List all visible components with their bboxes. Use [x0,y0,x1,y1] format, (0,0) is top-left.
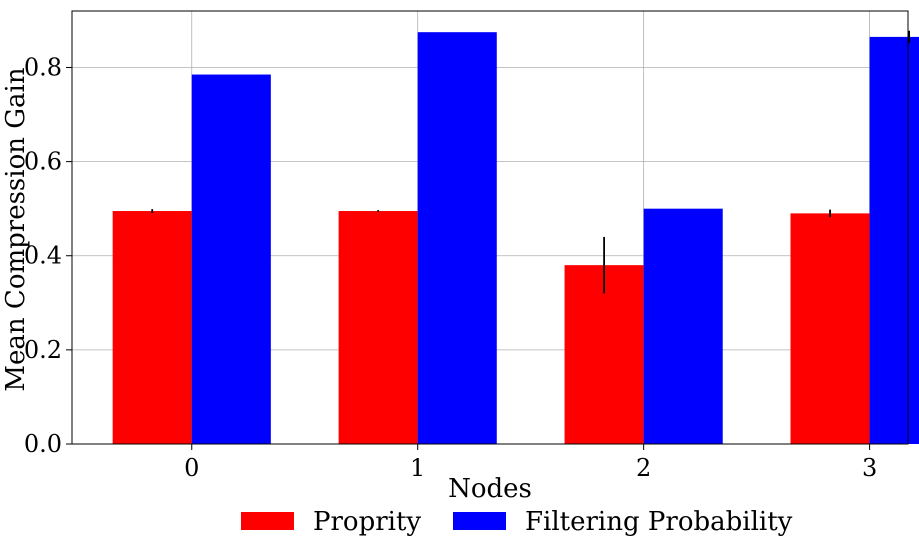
bar [417,32,497,444]
legend-label: Proprity [313,507,421,537]
bars [112,32,919,445]
x-tick-label: 0 [184,454,199,482]
y-tick-label: 0.2 [24,336,62,364]
y-ticks: 0.0 0.2 0.4 0.6 0.8 [24,53,72,458]
y-axis-label: Mean Compression Gain [1,67,31,391]
x-tick-label: 1 [410,454,425,482]
x-ticks: 0 1 2 3 [184,444,877,482]
x-tick-label: 3 [862,454,877,482]
legend: Proprity Filtering Probability [241,507,793,537]
bar [790,213,870,444]
legend-label: Filtering Probability [525,507,793,537]
x-tick-label: 2 [636,454,651,482]
bar [564,265,644,444]
y-tick-label: 0.6 [24,148,62,176]
y-tick-label: 0.4 [24,242,62,270]
error-bars [151,30,911,294]
bar [643,208,723,444]
bar [112,211,192,444]
bar [338,211,418,444]
legend-swatch [453,512,506,530]
x-axis-label: Nodes [448,474,532,504]
bar [869,36,919,445]
bar [191,74,271,445]
plot-frame [71,10,909,445]
y-tick-label: 0.8 [24,53,62,81]
y-tick-label: 0.0 [24,430,62,458]
legend-swatch [241,512,294,530]
